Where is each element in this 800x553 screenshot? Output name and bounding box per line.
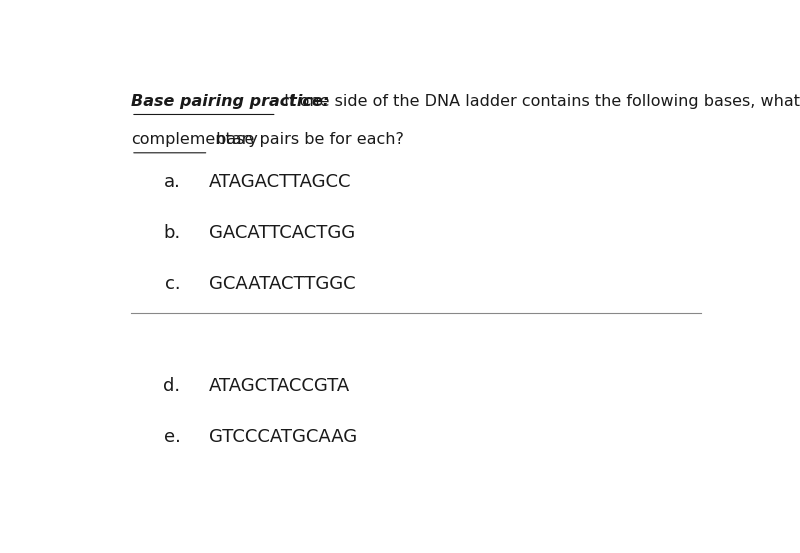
Text: ATAGCTACCGTA: ATAGCTACCGTA bbox=[209, 377, 350, 395]
Text: GCAATACTTGGC: GCAATACTTGGC bbox=[209, 275, 355, 293]
Text: complementary: complementary bbox=[131, 132, 258, 147]
Text: c.: c. bbox=[165, 275, 181, 293]
Text: If one side of the DNA ladder contains the following bases, what would the: If one side of the DNA ladder contains t… bbox=[279, 94, 800, 109]
Text: b.: b. bbox=[163, 224, 181, 242]
Text: e.: e. bbox=[164, 429, 181, 446]
Text: ATAGACTTAGCC: ATAGACTTAGCC bbox=[209, 173, 351, 191]
Text: GTCCCATGCAAG: GTCCCATGCAAG bbox=[209, 429, 357, 446]
Text: Base pairing practice:: Base pairing practice: bbox=[131, 94, 329, 109]
Text: a.: a. bbox=[164, 173, 181, 191]
Text: GACATTCACTGG: GACATTCACTGG bbox=[209, 224, 354, 242]
Text: d.: d. bbox=[163, 377, 181, 395]
Text: base pairs be for each?: base pairs be for each? bbox=[211, 132, 404, 147]
